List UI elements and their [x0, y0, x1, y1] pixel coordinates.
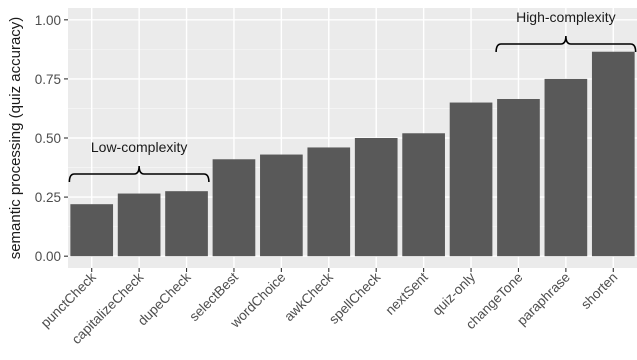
annotation-brace — [495, 35, 637, 53]
bar-wordChoice — [260, 154, 303, 257]
annotation-brace — [68, 165, 210, 183]
bar-quiz-only — [449, 102, 493, 257]
bar-paraphrase — [544, 78, 588, 257]
bar-dupeCheck — [165, 191, 208, 257]
annotation-label: Low-complexity — [91, 139, 187, 155]
bar-nextSent — [402, 133, 445, 257]
y-tick-label: 1.00 — [35, 13, 61, 28]
bar-shorten — [591, 51, 635, 257]
bar-changeTone — [497, 99, 540, 257]
y-tick-label: 0.75 — [35, 72, 61, 87]
y-axis-title: semantic processing (quiz accuracy) — [7, 17, 24, 260]
y-axis: 0.00 0.25 0.50 0.75 1.00 — [35, 13, 68, 264]
x-tick-label: shorten — [578, 270, 620, 312]
x-tick-label: spellCheck — [326, 269, 383, 326]
bar-punctCheck — [70, 204, 114, 257]
y-tick-label: 0.25 — [35, 190, 61, 205]
annotation-label: High-complexity — [516, 9, 616, 25]
y-tick-label: 0.50 — [35, 131, 61, 146]
x-tick-label: quiz-only — [429, 269, 478, 318]
bar-capitalizeCheck — [117, 193, 161, 257]
bars — [70, 51, 635, 257]
bar-awkCheck — [307, 147, 351, 257]
y-tick-label: 0.00 — [35, 249, 61, 264]
bar-selectBest — [212, 159, 256, 257]
minor-grid — [68, 48, 637, 228]
annotations: Low-complexity High-complexity — [68, 9, 637, 183]
bar-spellCheck — [354, 138, 398, 257]
x-axis: punctCheckcapitalizeCheckdupeCheckselect… — [38, 268, 620, 347]
x-tick-label: nextSent — [382, 269, 430, 317]
